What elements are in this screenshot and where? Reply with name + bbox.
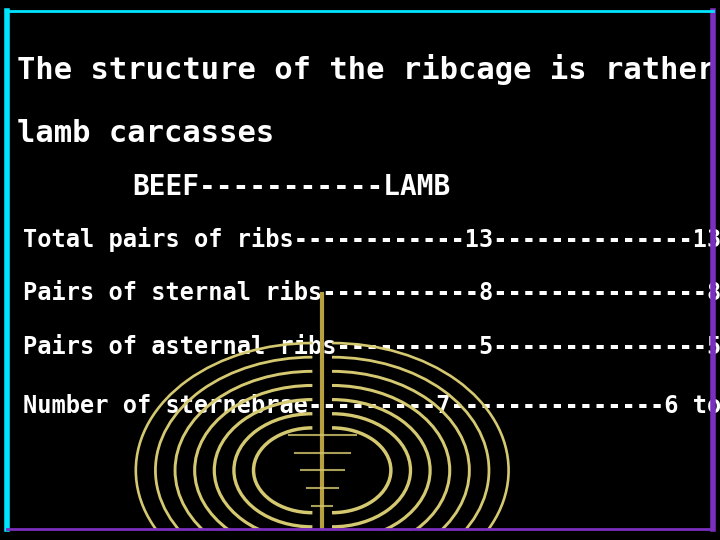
- Text: The structure of the ribcage is rather variable in: The structure of the ribcage is rather v…: [17, 54, 720, 85]
- Text: Pairs of sternal ribs-----------8---------------8: Pairs of sternal ribs-----------8-------…: [23, 281, 720, 305]
- Text: Number of sternebrae---------7---------------6 to 7: Number of sternebrae---------7----------…: [23, 394, 720, 418]
- Text: Total pairs of ribs------------13--------------13 to 14: Total pairs of ribs------------13-------…: [23, 227, 720, 252]
- Text: BEEF-----------LAMB: BEEF-----------LAMB: [132, 173, 451, 201]
- Text: Pairs of asternal ribs----------5---------------5 to 6: Pairs of asternal ribs----------5-------…: [23, 335, 720, 359]
- Text: lamb carcasses: lamb carcasses: [17, 119, 274, 148]
